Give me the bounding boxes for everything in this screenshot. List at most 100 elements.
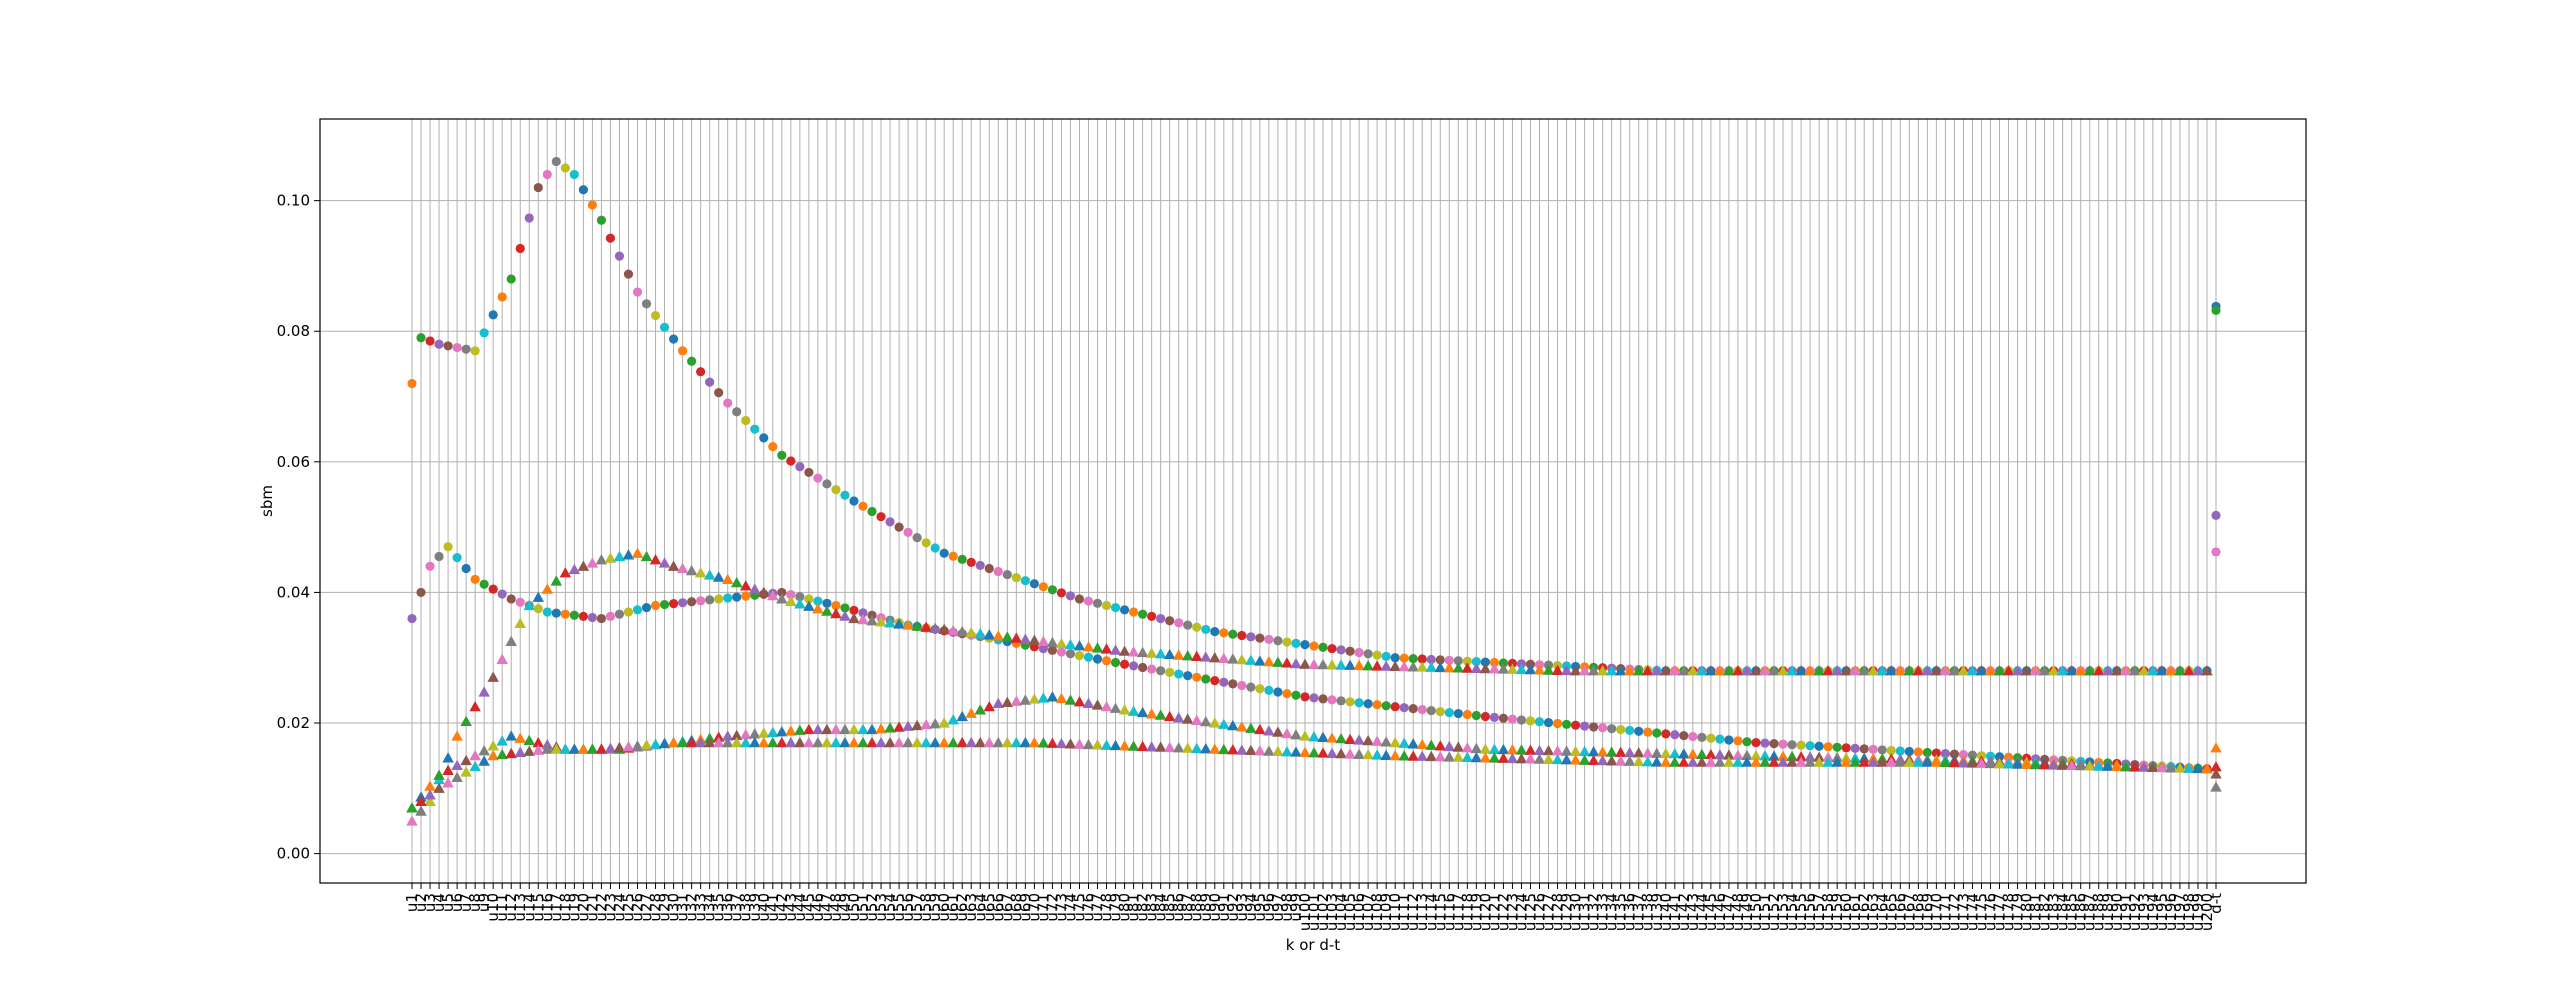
x-tick-label: u44 [791, 893, 809, 922]
data-point-triangle [1290, 746, 1302, 757]
data-point-circle [1634, 726, 1644, 736]
x-tick-label: u74 [1061, 893, 1079, 922]
data-point-triangle [1849, 665, 1861, 676]
data-point-circle [1408, 704, 1418, 714]
data-point-circle [1724, 735, 1734, 745]
data-point-triangle [1641, 747, 1654, 758]
data-point-triangle [794, 724, 806, 735]
data-point-triangle [1091, 642, 1104, 653]
data-point-circle [425, 336, 435, 346]
data-point-circle [1354, 647, 1364, 658]
data-point-triangle [1380, 749, 1392, 760]
data-point-circle [488, 310, 498, 320]
data-point-triangle [1227, 744, 1239, 755]
data-point-triangle [1163, 648, 1176, 660]
x-tick-label: u166 [1891, 893, 1909, 931]
data-point-triangle [1317, 658, 1329, 670]
data-point-triangle [776, 725, 788, 737]
data-point-circle [452, 552, 462, 563]
data-point-triangle [2192, 762, 2204, 774]
x-tick-label: u5 [439, 893, 457, 912]
data-point-circle [1273, 687, 1283, 697]
data-point-triangle [812, 602, 824, 614]
data-point-triangle [929, 736, 941, 748]
data-point-triangle [1452, 741, 1465, 752]
data-point-circle [1300, 692, 1310, 702]
data-point-circle [659, 322, 670, 332]
data-point-triangle [1678, 748, 1690, 759]
data-point-triangle [1849, 756, 1861, 767]
data-point-circle [551, 608, 561, 618]
x-tick-label: u116 [1440, 893, 1458, 931]
data-point-triangle [496, 653, 508, 664]
x-tick-label: u20 [574, 893, 592, 922]
data-point-circle [1038, 643, 1048, 654]
data-point-triangle [875, 722, 887, 734]
data-point-triangle [1443, 751, 1456, 762]
x-tick-label: u71 [1034, 893, 1052, 922]
x-tick-label: u61 [944, 893, 962, 922]
x-tick-label: u78 [1098, 893, 1116, 922]
x-tick-label: u197 [2171, 893, 2189, 931]
data-point-triangle [1479, 662, 1492, 674]
data-point-circle [732, 592, 742, 602]
data-point-triangle [920, 736, 932, 748]
data-point-triangle [1317, 731, 1329, 742]
x-tick-label: u95 [1251, 893, 1269, 922]
data-point-triangle [694, 736, 707, 748]
x-tick-label: u115 [1431, 893, 1449, 931]
data-point-triangle [2183, 665, 2195, 676]
plot-area-frame [319, 118, 2307, 884]
data-point-triangle [1813, 756, 1825, 767]
x-tick-label: u199 [2189, 893, 2207, 931]
data-point-circle [786, 589, 796, 600]
data-point-triangle [992, 630, 1005, 641]
x-tick-label: u6 [448, 893, 466, 912]
data-point-circle [461, 344, 471, 354]
x-tick-label: u87 [1179, 893, 1197, 922]
data-point-triangle [1362, 748, 1374, 760]
data-point-triangle [1218, 718, 1230, 729]
x-tick-label: u91 [1215, 893, 1233, 922]
data-point-triangle [803, 723, 815, 735]
data-point-triangle [712, 731, 725, 742]
data-point-circle [1147, 664, 1157, 674]
data-point-triangle [1623, 665, 1636, 676]
data-point-triangle [2210, 781, 2222, 792]
data-point-triangle [1524, 753, 1537, 764]
data-point-circle [1670, 730, 1680, 740]
data-point-circle [1507, 714, 1518, 724]
data-point-triangle [451, 771, 463, 783]
data-point-circle [1471, 710, 1481, 721]
x-tick-label: u12 [502, 893, 520, 922]
data-point-circle [678, 598, 688, 608]
data-point-circle [822, 479, 832, 489]
data-point-circle [515, 243, 525, 254]
x-tick-label: u106 [1350, 893, 1368, 931]
data-point-circle [1715, 734, 1725, 744]
data-point-triangle [1100, 739, 1113, 750]
data-point-triangle [884, 617, 896, 628]
data-point-triangle [622, 740, 635, 752]
data-point-triangle [1479, 743, 1492, 754]
data-point-circle [434, 339, 444, 349]
x-tick-label: u165 [1882, 893, 1900, 931]
data-point-circle [1002, 569, 1012, 580]
data-point-circle [605, 611, 616, 621]
data-point-triangle [920, 621, 932, 632]
data-point-triangle [1145, 647, 1158, 658]
data-point-circle [1462, 656, 1472, 666]
data-point-triangle [1335, 747, 1347, 759]
data-point-triangle [1506, 663, 1519, 674]
data-point-triangle [685, 736, 698, 748]
data-point-triangle [2210, 768, 2222, 779]
data-point-triangle [1515, 752, 1528, 764]
x-tick-label: u38 [737, 893, 755, 922]
x-tick-label: u52 [863, 893, 881, 922]
data-point-triangle [1551, 745, 1564, 756]
data-point-triangle [1551, 664, 1564, 675]
data-point-triangle [758, 586, 770, 598]
x-tick-label: u188 [2090, 893, 2108, 931]
data-point-circle [1282, 637, 1292, 647]
data-point-circle [930, 543, 940, 553]
